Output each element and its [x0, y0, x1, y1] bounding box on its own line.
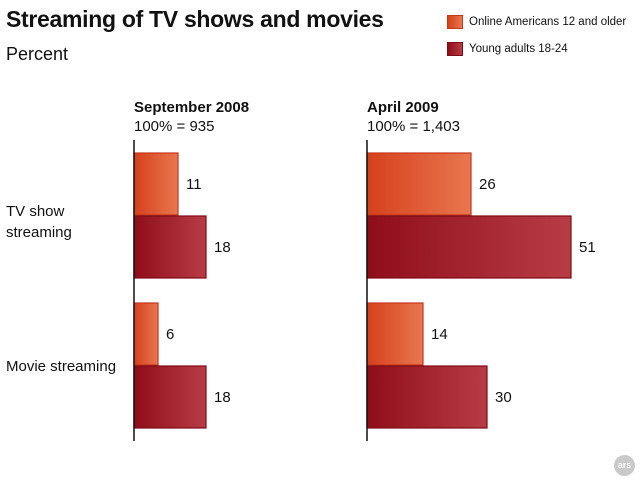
- bar-apr2009-tv-online: [366, 152, 472, 216]
- legend-label-online-americans: Online Americans 12 and older: [469, 15, 627, 28]
- category-label-line: Movie streaming: [6, 358, 117, 375]
- category-label-line: TV show: [6, 203, 65, 220]
- chart-subtitle: Percent: [6, 44, 69, 64]
- bar-sep2008-movie-young: [133, 365, 207, 429]
- bar-value-label: 18: [214, 389, 231, 406]
- bar-apr2009-tv-young: [366, 215, 572, 279]
- panel-title: April 2009: [367, 99, 439, 116]
- chart-title: Streaming of TV shows and movies: [6, 6, 384, 32]
- bar-apr2009-movie-online: [366, 302, 424, 366]
- bar-value-label: 18: [214, 239, 231, 256]
- bar-value-label: 51: [579, 239, 596, 256]
- bar-sep2008-tv-online: [133, 152, 179, 216]
- bar-value-label: 14: [431, 326, 448, 343]
- panel-base: 100% = 1,403: [367, 118, 460, 135]
- panel-header-sep-2008: September 2008 100% = 935: [134, 98, 249, 136]
- bar-value-label: 30: [495, 389, 512, 406]
- bar-sep2008-tv-young: [133, 215, 207, 279]
- bar-apr2009-movie-young: [366, 365, 488, 429]
- category-label-line: streaming: [6, 224, 72, 241]
- bar-value-label: 6: [166, 326, 174, 343]
- ars-logo: ars: [614, 455, 635, 476]
- legend-label-young-adults: Young adults 18-24: [469, 42, 568, 55]
- legend-item-online-americans: Online Americans 12 and older: [447, 14, 626, 29]
- category-label-tv-show: TV show streaming: [6, 201, 72, 243]
- panel-base: 100% = 935: [134, 118, 215, 135]
- legend-item-young-adults: Young adults 18-24: [447, 41, 626, 56]
- panel-header-apr-2009: April 2009 100% = 1,403: [367, 98, 460, 136]
- legend-swatch-online-americans: [447, 14, 463, 29]
- panel-title: September 2008: [134, 99, 250, 116]
- bar-value-label: 11: [186, 176, 202, 193]
- bar-sep2008-movie-online: [133, 302, 159, 366]
- legend: Online Americans 12 and older Young adul…: [447, 14, 626, 68]
- bar-value-label: 26: [479, 176, 496, 193]
- category-label-movie: Movie streaming: [6, 356, 116, 377]
- legend-swatch-young-adults: [447, 41, 463, 56]
